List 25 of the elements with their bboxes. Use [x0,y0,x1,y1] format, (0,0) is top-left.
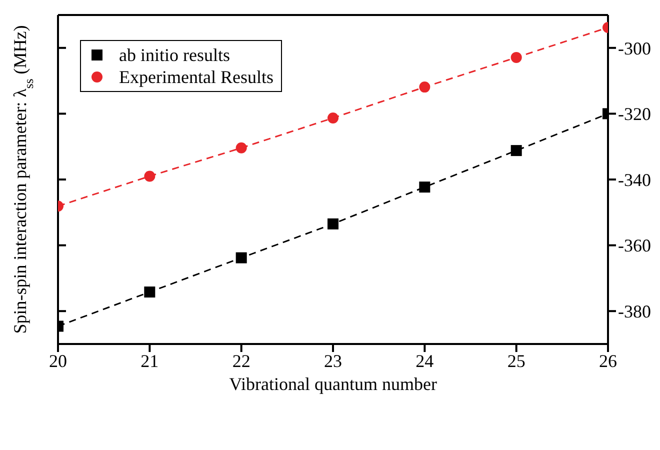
y-tick-label: -320 [618,104,651,124]
point [236,142,247,154]
point [144,170,156,182]
x-tick-label: 24 [416,350,434,371]
x-tick-label: 22 [232,350,250,371]
x-tick-label: 21 [140,350,159,371]
point [419,82,430,93]
y-tick-label: -360 [618,236,651,256]
x-tick-label: 23 [324,350,342,371]
y-tick-label: -380 [618,301,651,322]
point [328,112,338,124]
point [328,218,338,230]
y-tick-label: -340 [618,170,651,190]
point [510,145,522,156]
x-tick-label: 20 [49,350,67,371]
point [510,52,522,63]
legend-label: Experimental Results [119,66,274,88]
point [236,252,247,264]
point [144,286,156,298]
point [419,182,430,193]
y-tick-label: -300 [618,38,651,58]
legend-label: ab initio results [119,44,230,66]
x-tick-label: 26 [599,350,617,371]
x-tick-label: 25 [507,350,526,371]
x-axis-title: Vibrational quantum number [229,374,437,394]
